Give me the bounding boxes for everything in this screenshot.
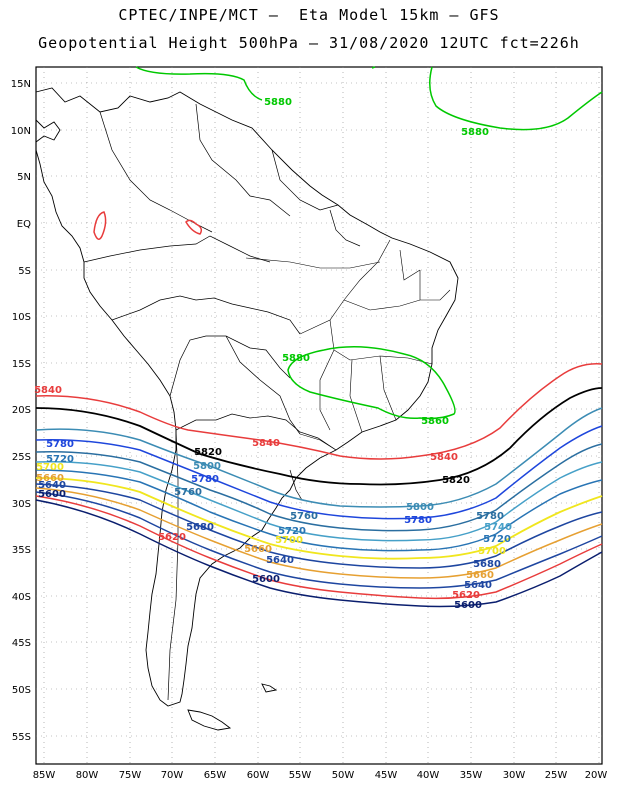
contour-label: 5640 — [38, 480, 66, 491]
contour-label: 5880 — [282, 353, 310, 364]
lat-label: 10N — [11, 126, 31, 137]
contour-label: 5620 — [158, 532, 186, 543]
contour-5740 — [35, 460, 603, 542]
contour-5800 — [35, 407, 603, 508]
contour-5640 — [35, 491, 603, 589]
lon-label: 50W — [332, 770, 355, 781]
contour-label: 5780 — [46, 439, 74, 450]
lon-label: 45W — [375, 770, 398, 781]
contour-5620 — [35, 495, 603, 600]
contour-label: 5720 — [483, 534, 511, 545]
graticule — [36, 67, 602, 764]
contour-label: 5600 — [252, 574, 280, 585]
lat-label: 5N — [17, 172, 31, 183]
contour-label: 5860 — [421, 416, 449, 427]
lat-label: 50S — [12, 685, 31, 696]
coastline — [35, 87, 459, 731]
lon-label: 30W — [503, 770, 526, 781]
lon-label: 65W — [204, 770, 227, 781]
lon-label: 80W — [76, 770, 99, 781]
contour-label: 5680 — [473, 559, 501, 570]
contour-5720 — [35, 469, 603, 552]
contour-5680 — [35, 483, 603, 569]
contour-label: 5660 — [244, 544, 272, 555]
map-frame — [35, 66, 603, 765]
contour-label: 5620 — [452, 590, 480, 601]
lat-label: 15N — [11, 79, 31, 90]
lat-label: 40S — [12, 592, 31, 603]
contour-5700 — [35, 477, 603, 560]
contour-label: 5660 — [36, 473, 64, 484]
lon-label: 60W — [247, 770, 270, 781]
lat-label: 10S — [12, 312, 31, 323]
lon-label: 55W — [289, 770, 312, 781]
lat-label: 25S — [12, 452, 31, 463]
contour-label: 5800 — [193, 461, 221, 472]
contour-label: 5760 — [174, 487, 202, 498]
lon-label: 20W — [585, 770, 608, 781]
contour-label: 5640 — [464, 580, 492, 591]
contour-5600 — [35, 499, 603, 608]
contour-5820 — [35, 387, 603, 486]
contour-5880-high — [287, 346, 456, 420]
contour-label: 5840 — [34, 385, 62, 396]
contour-label: 5880 — [461, 127, 489, 138]
contour-5760 — [35, 443, 603, 532]
contour-label: 5720 — [278, 526, 306, 537]
lat-label: EQ — [17, 219, 31, 230]
lat-label: 30S — [12, 499, 31, 510]
lat-label: 35S — [12, 545, 31, 556]
contour-5840 — [35, 363, 603, 460]
lon-label: 25W — [545, 770, 568, 781]
contour-label: 5640 — [266, 555, 294, 566]
contour-label: 5700 — [478, 546, 506, 557]
contour-label: 5880 — [264, 97, 292, 108]
contour-5860-closed — [185, 219, 203, 235]
contour-label: 5660 — [466, 570, 494, 581]
contour-label: 5700 — [275, 535, 303, 546]
contour-5880-north-edge — [371, 66, 376, 69]
lon-label: 85W — [33, 770, 56, 781]
contour-label: 5820 — [442, 475, 470, 486]
contour-label: 5820 — [194, 447, 222, 458]
lat-label: 5S — [18, 266, 31, 277]
lat-label: 20S — [12, 405, 31, 416]
lat-label: 55S — [12, 732, 31, 743]
lat-label: 15S — [12, 359, 31, 370]
lon-label: 70W — [161, 770, 184, 781]
lon-label: 35W — [460, 770, 483, 781]
contour-label: 5680 — [186, 522, 214, 533]
contour-label: 5740 — [484, 522, 512, 533]
contour-label: 5720 — [46, 454, 74, 465]
chart-title-model: CPTEC/INPE/MCT – Eta Model 15km – GFS — [118, 6, 500, 24]
contour-label: 5600 — [454, 600, 482, 611]
country-borders — [83, 103, 361, 701]
contour-5880-north — [135, 66, 263, 101]
lat-label: 45S — [12, 638, 31, 649]
contour-5860-closed — [93, 211, 107, 240]
contour-label: 5760 — [290, 511, 318, 522]
contour-label: 5840 — [252, 438, 280, 449]
lon-label: 75W — [119, 770, 142, 781]
contour-label: 5600 — [38, 489, 66, 500]
contour-5780 — [35, 425, 603, 520]
contour-5880-northeast — [429, 66, 603, 131]
contour-5660 — [35, 487, 603, 579]
contour-label: 5780 — [476, 511, 504, 522]
lon-label: 40W — [417, 770, 440, 781]
chart-title-field: Geopotential Height 500hPa – 31/08/2020 … — [38, 34, 580, 52]
contour-label: 5840 — [430, 452, 458, 463]
contour-label: 5780 — [404, 515, 432, 526]
contour-label: 5800 — [406, 502, 434, 513]
contour-label: 5780 — [191, 474, 219, 485]
contour-label: 5700 — [36, 462, 64, 473]
